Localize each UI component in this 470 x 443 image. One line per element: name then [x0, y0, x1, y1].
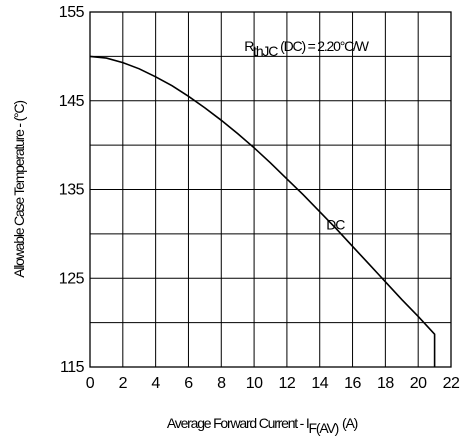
y-axis-label: Allowable Case Temperature - (°C): [11, 101, 27, 278]
x-tick-label: 10: [246, 375, 263, 392]
annotation-suffix: (DC) = 2.20°C/W: [280, 38, 370, 54]
x-tick-label: 0: [86, 375, 95, 392]
thermal-resistance-annotation: RthJC (DC) = 2.20°C/W: [244, 38, 369, 59]
x-tick-label: 16: [344, 375, 361, 392]
y-tick-label: 115: [60, 359, 85, 376]
x-axis-label-subscript: F(AV): [309, 420, 339, 436]
x-axis-label-main: Average Forward Current - I: [167, 415, 309, 431]
plot-grid: [90, 12, 451, 367]
x-axis-label-unit: (A): [342, 415, 358, 431]
series-group: [89, 55, 436, 367]
x-tick-label: 22: [443, 375, 460, 392]
plot-frame: [89, 11, 452, 368]
y-tick-labels: 115 125 135 145 155: [59, 4, 85, 376]
annotation-symbol: R: [244, 38, 254, 54]
x-axis-label: Average Forward Current - IF(AV) (A): [167, 415, 358, 436]
x-tick-labels: 0 2 4 6 8 10 12 14 16 18 20 22: [86, 375, 461, 392]
x-tick-label: 14: [311, 375, 328, 392]
y-tick-label: 125: [59, 270, 85, 287]
y-tick-label: 155: [59, 4, 85, 21]
x-tick-label: 6: [184, 375, 193, 392]
x-tick-label: 18: [377, 375, 394, 392]
series-line-dc: [89, 55, 436, 367]
y-tick-label: 135: [59, 182, 85, 199]
x-tick-label: 20: [410, 375, 427, 392]
x-tick-label: 12: [279, 375, 296, 392]
x-tick-label: 2: [119, 375, 128, 392]
x-tick-label: 4: [151, 375, 160, 392]
annotation-subscript: thJC: [253, 43, 278, 59]
x-tick-label: 8: [217, 375, 226, 392]
series-label-dc: DC: [326, 216, 345, 232]
y-tick-label: 145: [59, 93, 85, 110]
